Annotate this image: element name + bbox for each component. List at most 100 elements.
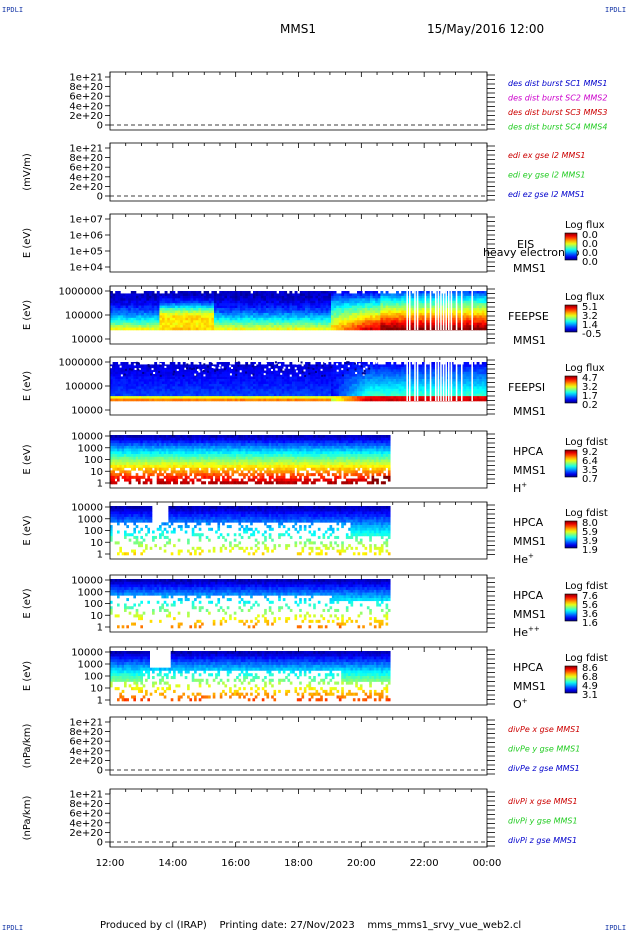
spectrogram-cell <box>466 295 470 299</box>
spectrogram-cell <box>203 320 207 323</box>
spectrogram-cell <box>193 293 197 297</box>
spectrogram-cell <box>182 325 186 328</box>
spectrogram-cell <box>463 381 467 385</box>
spectrogram-cell <box>138 451 141 455</box>
spectrogram-cell <box>126 478 129 482</box>
spectrogram-cell <box>138 383 142 387</box>
spectrogram-cell <box>370 305 373 309</box>
spectrogram-cell <box>237 371 241 375</box>
spectrogram-cell <box>484 393 488 397</box>
spectrogram-cell <box>247 398 251 402</box>
spectrogram-cell <box>289 388 293 392</box>
data-gap <box>416 291 419 330</box>
spectrogram-cell <box>266 312 269 316</box>
spectrogram-cell <box>354 320 358 323</box>
spectrogram-cell <box>364 362 368 365</box>
spectrogram-cell <box>302 391 306 394</box>
spectrogram-cell <box>110 393 113 397</box>
spectrogram-cell <box>130 310 134 314</box>
spectrogram-cell <box>318 327 321 331</box>
spectrogram-cell <box>185 303 189 306</box>
spectrogram-cell <box>328 303 332 306</box>
spectrogram-cell <box>354 325 358 328</box>
spectrogram-cell <box>359 371 363 375</box>
spectrogram-cell <box>255 317 259 321</box>
spectrogram-cell <box>133 374 137 377</box>
speckle <box>312 368 315 371</box>
spectrogram-cell <box>177 300 181 304</box>
spectrogram-cell <box>258 366 262 370</box>
spectrogram-cell <box>344 393 347 397</box>
spectrogram-cell <box>320 295 324 299</box>
spectrogram-cell <box>130 391 134 394</box>
spectrogram-cell <box>164 371 168 375</box>
spectrogram-cell <box>164 369 168 373</box>
spectrogram-cell <box>266 376 269 380</box>
spectrogram-cell <box>123 310 126 314</box>
spectrogram-cell <box>126 435 129 439</box>
spectrogram-cell <box>318 386 321 390</box>
spectrogram-cell <box>294 303 298 306</box>
spectrogram-cell <box>302 379 306 382</box>
spectrogram-cell <box>195 325 199 328</box>
spectrogram-cell <box>172 325 176 328</box>
spectrogram-cell <box>375 312 379 316</box>
spectrogram-cell <box>372 327 376 331</box>
spectrogram-cell <box>357 325 360 328</box>
spectrogram-cell <box>476 386 480 390</box>
spectrogram-cell <box>333 308 337 311</box>
spectrogram-cell <box>320 322 324 326</box>
spectrogram-cell <box>224 320 228 323</box>
spectrogram-cell <box>292 386 295 390</box>
spectrogram-cell <box>463 393 467 397</box>
spectrogram-cell <box>240 381 243 385</box>
spectrogram-cell <box>214 374 217 377</box>
spectrogram-cell <box>128 371 132 375</box>
spectrogram-cell <box>380 295 384 299</box>
spectrogram-cell <box>328 291 332 294</box>
spectrogram-cell <box>268 320 272 323</box>
spectrogram-cell <box>185 308 189 311</box>
spectrogram-cell <box>117 366 121 370</box>
spectrogram-cell <box>284 305 288 309</box>
spectrogram-cell <box>403 325 407 328</box>
spectrogram-cell <box>388 317 392 321</box>
spectrogram-cell <box>247 393 251 397</box>
spectrogram-cell <box>177 327 181 331</box>
spectrogram-cell <box>357 362 360 365</box>
spectrogram-cell <box>193 371 197 375</box>
spectrogram-cell <box>398 308 402 311</box>
spectrogram-cell <box>206 386 210 390</box>
spectrogram-cell <box>284 379 288 382</box>
spectrogram-cell <box>349 300 353 304</box>
spectrogram-cell <box>110 312 113 316</box>
spectrogram-cell <box>307 317 311 321</box>
spectrogram-cell <box>253 291 256 294</box>
spectrogram-cell <box>175 369 178 373</box>
spectrogram-cell <box>227 303 230 306</box>
spectrogram-cell <box>143 327 147 331</box>
spectrogram-cell <box>312 325 316 328</box>
spectrogram-cell <box>351 396 355 399</box>
spectrogram-cell <box>115 327 119 331</box>
spectrogram-cell <box>227 308 230 311</box>
spectrogram-cell <box>224 376 228 380</box>
spectrogram-cell <box>320 312 324 316</box>
spectrogram-cell <box>188 374 191 377</box>
spectrogram-cell <box>336 298 340 302</box>
spectrogram-cell <box>377 396 381 399</box>
spectrogram-cell <box>318 300 321 304</box>
spectrogram-cell <box>263 291 267 294</box>
spectrogram-cell <box>138 398 142 402</box>
spectrogram-cell <box>126 448 129 452</box>
spectrogram-cell <box>141 386 145 390</box>
spectrogram-cell <box>281 308 285 311</box>
spectrogram-cell <box>242 393 246 397</box>
spectrogram-cell <box>481 379 485 382</box>
spectrogram-cell <box>242 388 246 392</box>
spectrogram-cell <box>167 293 171 297</box>
spectrogram-cell <box>151 371 155 375</box>
spectrogram-cell <box>357 388 360 392</box>
spectrogram-cell <box>224 364 228 368</box>
spectrogram-cell <box>229 327 233 331</box>
